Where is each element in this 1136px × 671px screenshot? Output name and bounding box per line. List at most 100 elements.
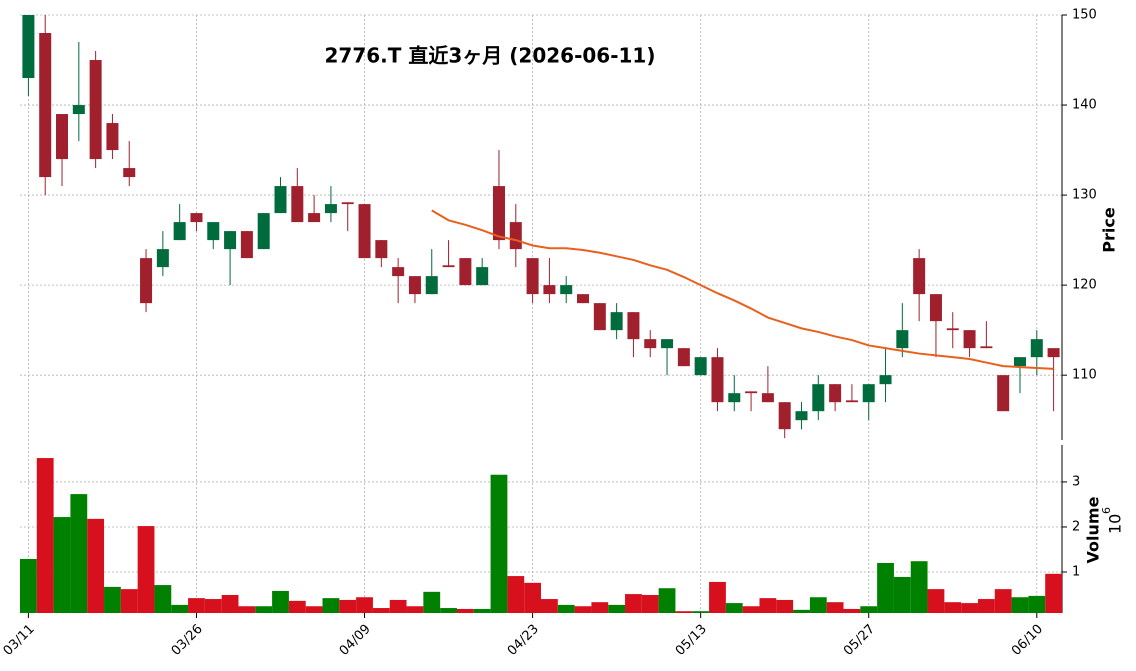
volume-bar (272, 590, 289, 613)
volume-bar (87, 518, 105, 613)
candle-body (728, 393, 741, 403)
candle-body (862, 384, 875, 403)
candle-body (22, 15, 35, 79)
y-tick-label: 120 (1072, 278, 1097, 293)
candle-body (39, 33, 52, 178)
volume-bar (977, 599, 995, 613)
candle-body (677, 348, 690, 367)
volume-bar (742, 606, 760, 613)
candle-body (140, 258, 153, 304)
volume-bar (204, 599, 222, 613)
volume-scale-exponent: 6 (1100, 507, 1113, 514)
candle-body (778, 402, 791, 430)
volume-bar (809, 597, 827, 613)
volume-bar (860, 606, 878, 613)
candle-body (308, 213, 321, 223)
candle-body (929, 294, 942, 322)
volume-bar (641, 594, 659, 613)
volume-bar (104, 586, 121, 613)
y-tick-label: 150 (1072, 8, 1097, 23)
volume-bar (372, 608, 390, 613)
candle-body (694, 357, 707, 376)
candle-body (543, 285, 556, 295)
candle-body (324, 204, 337, 214)
volume-bar (456, 608, 474, 613)
volume-bar (826, 602, 844, 613)
volume-bar (776, 599, 794, 613)
candle-body (845, 400, 858, 403)
x-tick-label: 05/27 (841, 622, 878, 659)
candle-body (963, 330, 976, 349)
candle-body (661, 339, 674, 349)
volume-bar (591, 602, 609, 613)
volume-bar (70, 494, 88, 613)
volume-bar (625, 594, 642, 613)
volume-bar (574, 606, 592, 613)
candle-body (156, 249, 169, 268)
volume-bar (154, 585, 172, 613)
volume-bar (490, 474, 508, 613)
volume-bar (120, 589, 138, 613)
volume-bar (188, 598, 205, 613)
moving-average-line (431, 209, 1054, 370)
volume-bar (709, 581, 726, 613)
volume-bar (389, 599, 407, 613)
candle-body (476, 267, 489, 286)
volume-bar (339, 599, 357, 613)
x-tick-label: 06/10 (1009, 622, 1046, 659)
candle-body (257, 213, 270, 250)
y-tick-label: 110 (1072, 368, 1097, 383)
y-tick-label: 140 (1072, 98, 1097, 113)
volume-bar (692, 611, 710, 613)
candle-body (207, 222, 220, 241)
volume-bar (406, 606, 424, 613)
volume-bar (793, 609, 810, 613)
volume-bar (927, 589, 945, 613)
candle-body (745, 391, 758, 394)
volume-bar (893, 576, 911, 613)
candle-body (375, 240, 388, 259)
candle-body (1030, 339, 1043, 358)
candle-body (240, 231, 253, 259)
chart-title: 2776.T 直近3ヶ月 (2026-06-11) (325, 44, 656, 68)
candle-body (56, 114, 69, 160)
y-tick-label: 1 (1072, 565, 1080, 580)
candle-body (274, 186, 287, 214)
candle-body (1013, 357, 1026, 367)
volume-bar (759, 598, 777, 613)
x-tick-label: 04/09 (337, 622, 374, 659)
candle-body (408, 276, 421, 295)
candle-body (190, 213, 203, 223)
volume-bar (36, 458, 54, 613)
candle-body (106, 123, 119, 151)
candle-body (946, 328, 959, 331)
volume-bar (507, 576, 525, 613)
candle-body (1047, 348, 1060, 358)
volume-bar (1011, 597, 1029, 613)
candle-body (459, 258, 472, 286)
x-tick-label: 03/11 (1, 622, 38, 659)
candle-body (560, 285, 573, 295)
volume-bar (994, 589, 1012, 613)
candle-body (425, 276, 438, 295)
volume-bar (440, 608, 457, 613)
volume-bar (322, 598, 340, 613)
volume-bar (843, 608, 861, 613)
candle-body (644, 339, 657, 349)
candle-body (492, 186, 505, 241)
volume-bar (20, 558, 37, 613)
candle-body (291, 186, 304, 223)
candle-body (761, 393, 774, 403)
y-tick-label: 130 (1072, 188, 1097, 203)
candle-body (593, 303, 606, 331)
volume-bar (725, 603, 743, 613)
candle-body (829, 384, 842, 403)
x-tick-label: 05/13 (673, 622, 710, 659)
volume-bar (53, 517, 71, 613)
candle-body (610, 312, 623, 331)
volume-bar (910, 561, 928, 613)
volume-bar (1028, 595, 1046, 613)
volume-bar (356, 597, 373, 613)
candle-body (980, 346, 993, 349)
